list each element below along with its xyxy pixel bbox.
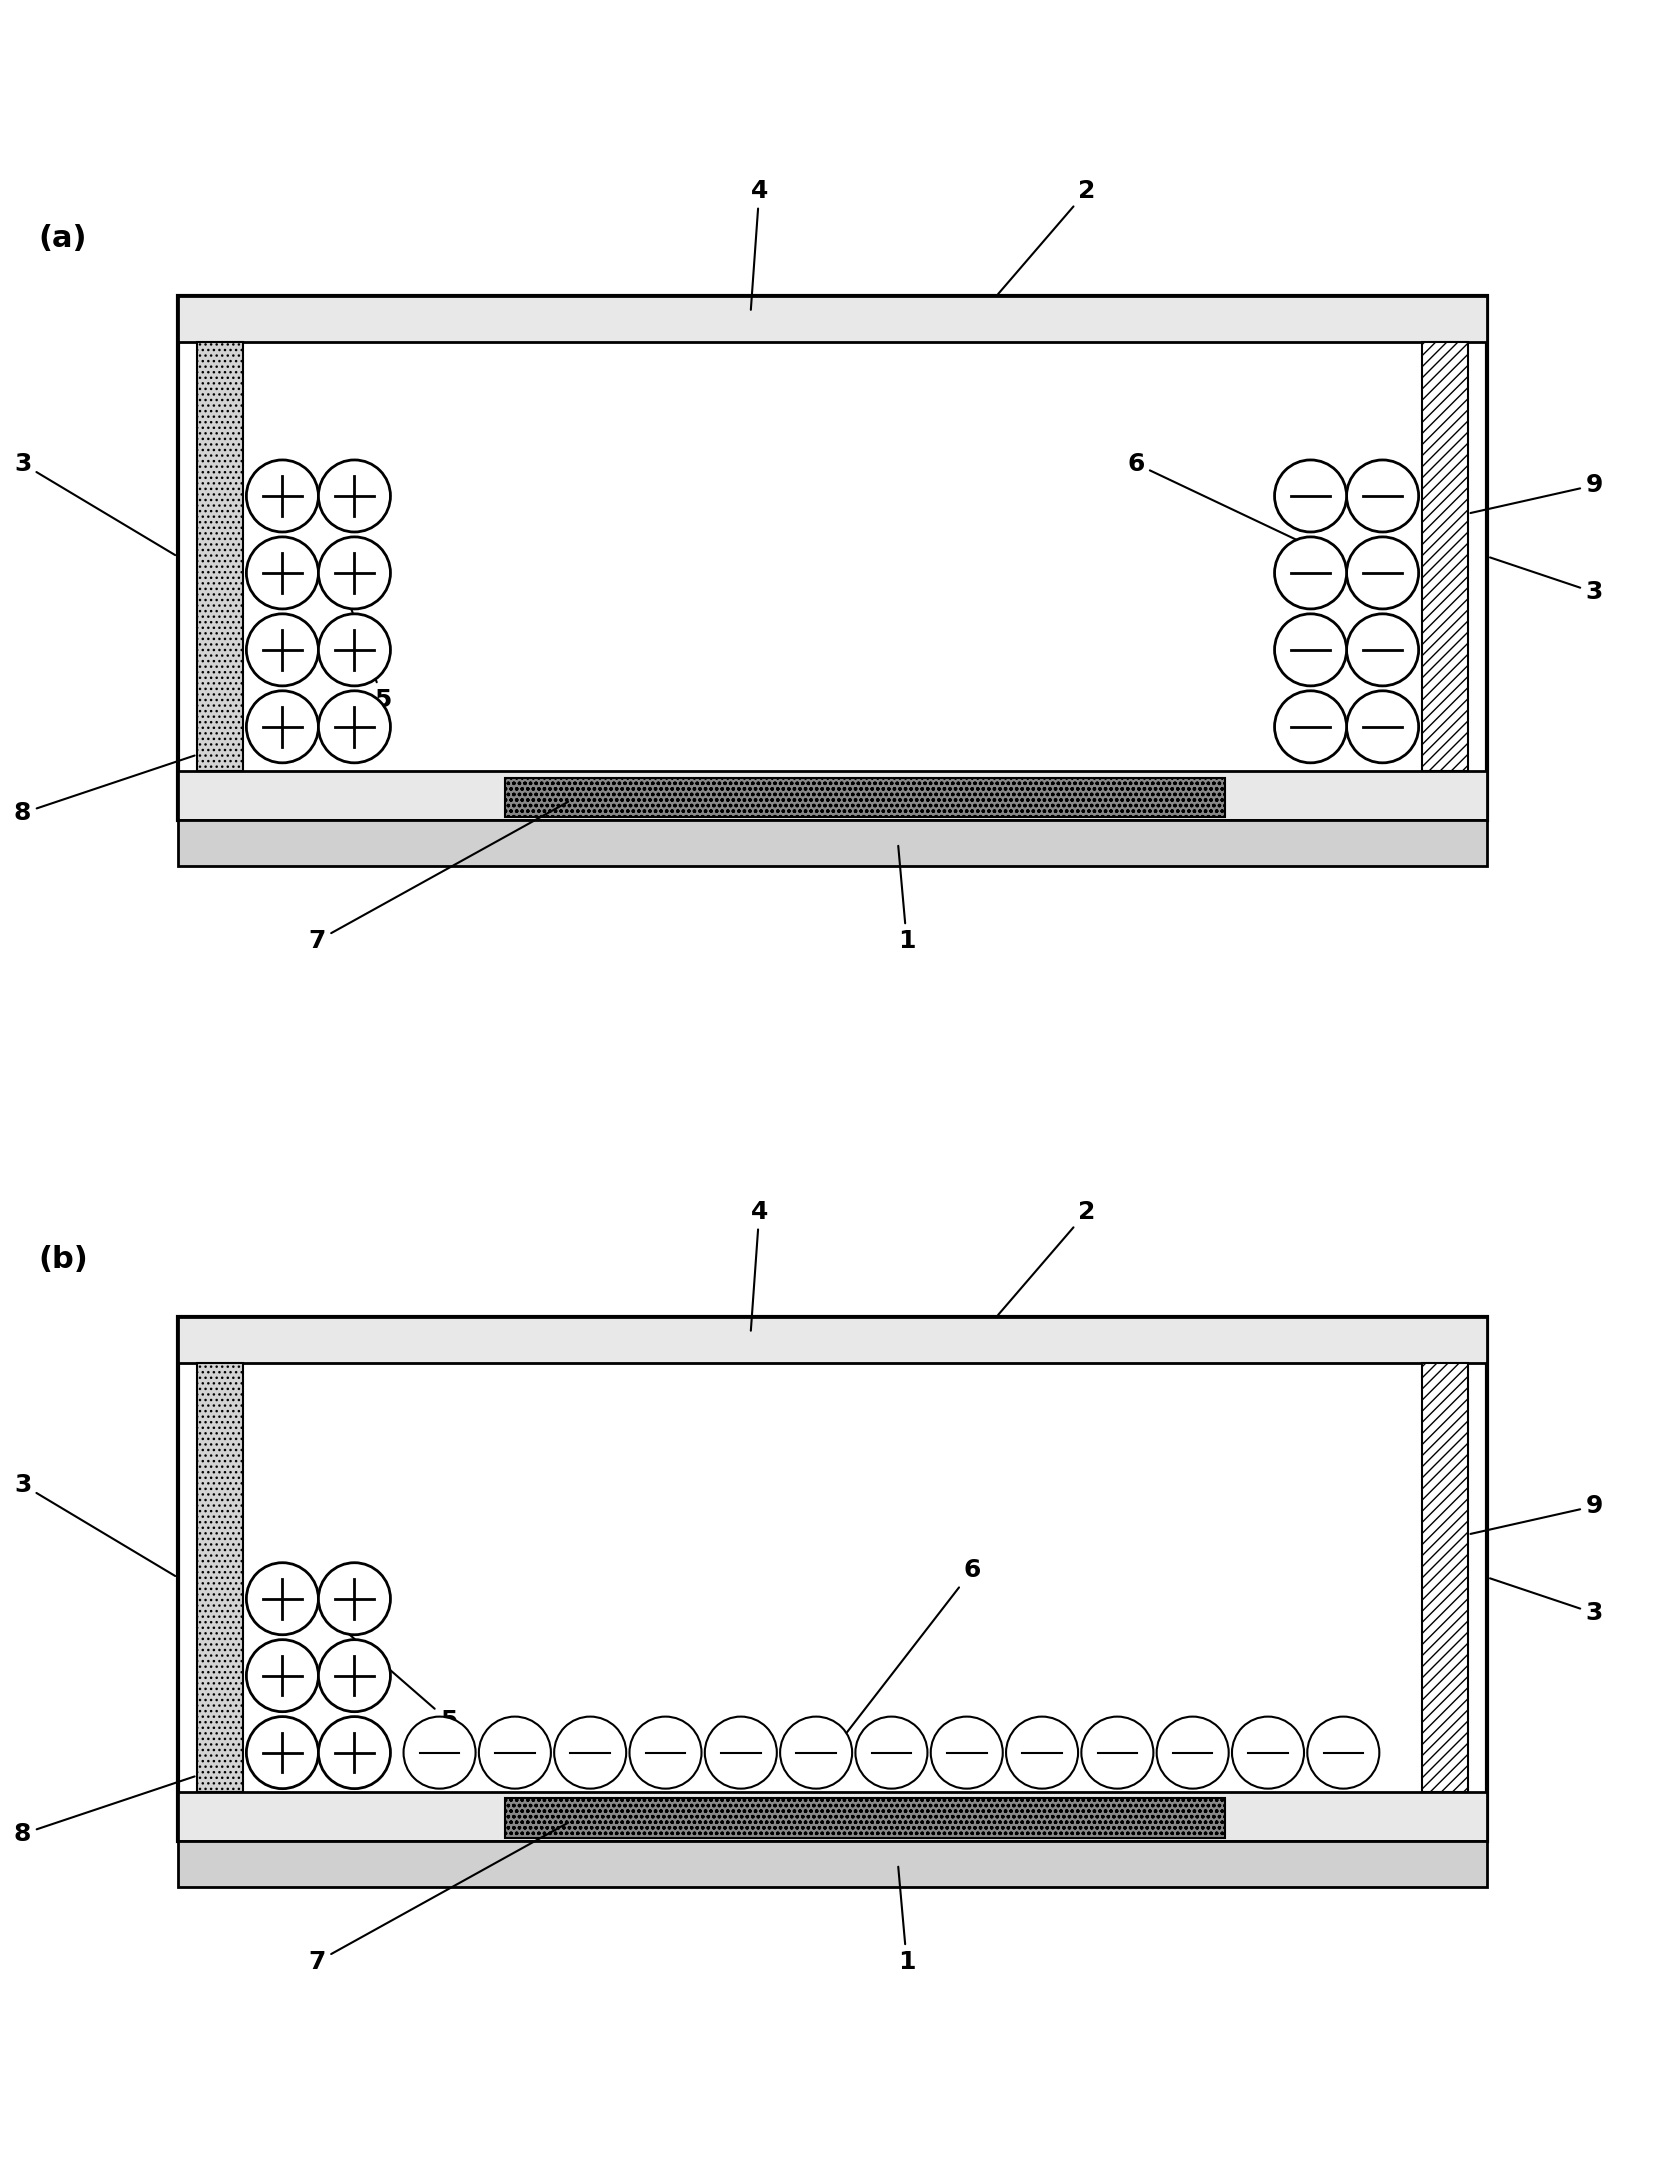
Circle shape bbox=[855, 1716, 927, 1788]
Circle shape bbox=[554, 1716, 626, 1788]
Text: 3: 3 bbox=[1489, 558, 1602, 605]
Text: 1: 1 bbox=[897, 846, 915, 953]
Text: 2: 2 bbox=[997, 178, 1095, 295]
Circle shape bbox=[246, 1562, 318, 1634]
Text: 6: 6 bbox=[834, 1558, 980, 1749]
Circle shape bbox=[1156, 1716, 1228, 1788]
Circle shape bbox=[930, 1716, 1002, 1788]
Circle shape bbox=[246, 690, 318, 764]
Circle shape bbox=[246, 1716, 318, 1788]
Bar bbox=[178, 1840, 1486, 1888]
Circle shape bbox=[318, 460, 391, 532]
Circle shape bbox=[1273, 536, 1346, 610]
Circle shape bbox=[318, 614, 391, 686]
Bar bbox=[196, 1363, 243, 1792]
Bar bbox=[196, 343, 243, 770]
Circle shape bbox=[318, 1716, 391, 1788]
Circle shape bbox=[1273, 690, 1346, 764]
Bar bbox=[178, 1792, 1486, 1840]
Bar bbox=[178, 1317, 1486, 1363]
Circle shape bbox=[1346, 460, 1418, 532]
Circle shape bbox=[318, 690, 391, 764]
Text: 3: 3 bbox=[13, 1473, 175, 1575]
Text: 4: 4 bbox=[750, 1200, 767, 1330]
Bar bbox=[178, 297, 1486, 820]
Text: 5: 5 bbox=[334, 560, 391, 712]
Bar bbox=[178, 297, 1486, 343]
Circle shape bbox=[318, 536, 391, 610]
Circle shape bbox=[1273, 614, 1346, 686]
Bar bbox=[178, 1317, 1486, 1840]
Circle shape bbox=[1306, 1716, 1378, 1788]
Text: 6: 6 bbox=[1127, 451, 1328, 556]
Circle shape bbox=[318, 1641, 391, 1712]
Circle shape bbox=[403, 1716, 476, 1788]
Text: 8: 8 bbox=[13, 1777, 195, 1847]
Bar bbox=[504, 777, 1225, 816]
Text: (a): (a) bbox=[38, 224, 87, 254]
Circle shape bbox=[1005, 1716, 1077, 1788]
Text: 9: 9 bbox=[1469, 1495, 1602, 1534]
Text: 2: 2 bbox=[997, 1200, 1095, 1315]
Text: 3: 3 bbox=[1489, 1578, 1602, 1625]
Circle shape bbox=[246, 614, 318, 686]
Circle shape bbox=[479, 1716, 551, 1788]
Circle shape bbox=[629, 1716, 701, 1788]
Circle shape bbox=[246, 460, 318, 532]
Text: 8: 8 bbox=[13, 755, 195, 825]
Circle shape bbox=[1080, 1716, 1153, 1788]
Bar bbox=[504, 1799, 1225, 1838]
Circle shape bbox=[1346, 614, 1418, 686]
Circle shape bbox=[246, 536, 318, 610]
Bar bbox=[1421, 343, 1468, 770]
Text: 1: 1 bbox=[897, 1866, 915, 1975]
Text: 9: 9 bbox=[1469, 473, 1602, 512]
Circle shape bbox=[1273, 460, 1346, 532]
Text: 7: 7 bbox=[308, 803, 567, 953]
Bar bbox=[178, 770, 1486, 820]
Bar bbox=[1421, 1363, 1468, 1792]
Circle shape bbox=[1231, 1716, 1303, 1788]
Bar bbox=[178, 820, 1486, 866]
Circle shape bbox=[704, 1716, 777, 1788]
Text: (b): (b) bbox=[38, 1246, 88, 1274]
Circle shape bbox=[1346, 536, 1418, 610]
Text: 7: 7 bbox=[308, 1823, 567, 1975]
Circle shape bbox=[246, 1641, 318, 1712]
Text: 3: 3 bbox=[13, 451, 175, 556]
Circle shape bbox=[318, 1562, 391, 1634]
Circle shape bbox=[1346, 690, 1418, 764]
Text: 5: 5 bbox=[334, 1623, 456, 1732]
Circle shape bbox=[780, 1716, 852, 1788]
Text: 4: 4 bbox=[750, 178, 767, 310]
